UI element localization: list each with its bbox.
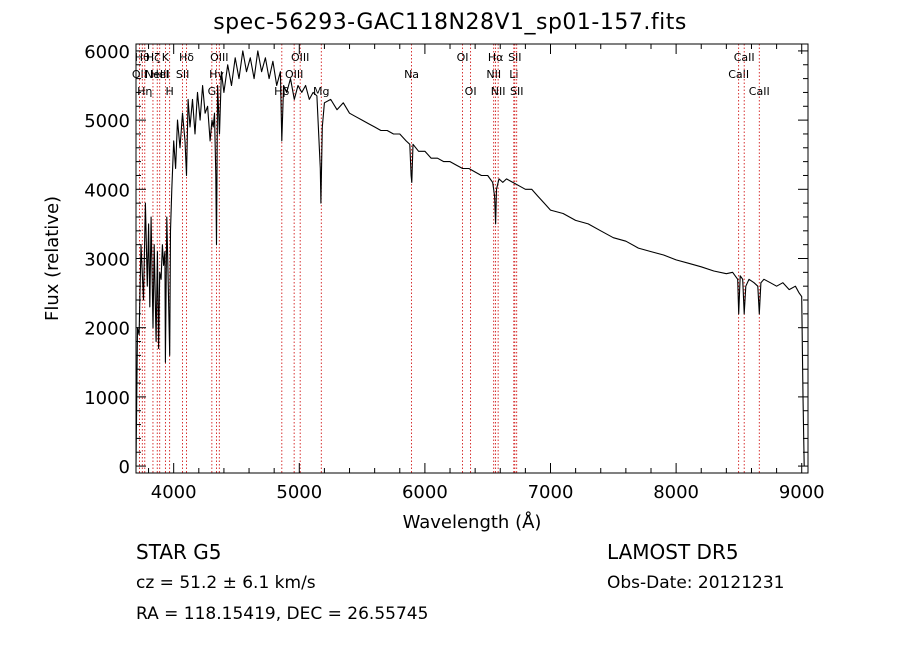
coordinates: RA = 118.15419, DEC = 26.55745 xyxy=(136,604,429,624)
y-tick-label-6000: 6000 xyxy=(84,42,130,63)
line-label-6: K xyxy=(162,51,170,64)
chart-title: spec-56293-GAC118N28V1_sp01-157.fits xyxy=(213,10,687,35)
x-tick-label-8000: 8000 xyxy=(653,482,699,503)
line-label-10: G xyxy=(208,85,217,98)
y-tick-label-2000: 2000 xyxy=(84,319,130,340)
line-label-25: SII xyxy=(510,85,523,98)
y-tick-label-4000: 4000 xyxy=(84,180,130,201)
line-label-27: CaII xyxy=(734,51,755,64)
line-label-18: OI xyxy=(457,51,469,64)
object-class: STAR G5 xyxy=(136,540,222,564)
line-label-3: Hζ xyxy=(146,51,160,64)
line-label-12: OIII xyxy=(210,51,228,64)
line-label-20: NII xyxy=(486,68,501,81)
spectrum-series xyxy=(135,50,805,467)
line-label-21: Hα xyxy=(488,51,504,64)
line-label-17: Na xyxy=(404,68,419,81)
x-tick-label-5000: 5000 xyxy=(276,482,322,503)
line-label-9: Hδ xyxy=(179,51,194,64)
y-tick-label-5000: 5000 xyxy=(84,111,130,132)
line-label-24: SII xyxy=(508,51,521,64)
line-label-26: CaII xyxy=(728,68,749,81)
line-label-14: OIII xyxy=(285,68,303,81)
y-tick-label-3000: 3000 xyxy=(84,250,130,271)
line-label-13: Hβ xyxy=(274,85,289,98)
y-axis-label: Flux (relative) xyxy=(42,196,63,321)
survey-label: LAMOST DR5 xyxy=(607,540,739,564)
line-label-8: SII xyxy=(176,68,189,81)
line-label-2: Hη xyxy=(137,85,152,98)
y-tick-label-1000: 1000 xyxy=(84,388,130,409)
x-tick-label-7000: 7000 xyxy=(528,482,574,503)
obs-date: Obs-Date: 20121231 xyxy=(607,573,785,593)
line-label-1: Hθ xyxy=(135,51,150,64)
line-label-15: OIII xyxy=(291,51,309,64)
y-tick-label-0: 0 xyxy=(119,457,130,478)
line-label-19: OI xyxy=(465,85,477,98)
line-label-22: NII xyxy=(491,85,506,98)
line-label-4: NeIII xyxy=(145,68,170,81)
x-axis-label: Wavelength (Å) xyxy=(403,511,542,533)
x-tick-label-6000: 6000 xyxy=(402,482,448,503)
line-label-5: HeI xyxy=(151,68,169,81)
x-tick-label-9000: 9000 xyxy=(779,482,825,503)
line-label-28: CaII xyxy=(749,85,770,98)
line-label-11: Hγ xyxy=(209,68,224,81)
line-label-16: Mg xyxy=(313,85,329,98)
redshift-readout: cz = 51.2 ± 6.1 km/s xyxy=(136,573,316,593)
plot-frame xyxy=(135,43,809,474)
x-tick-label-4000: 4000 xyxy=(151,482,197,503)
line-label-23: Li xyxy=(509,68,518,81)
line-label-7: H xyxy=(166,85,174,98)
